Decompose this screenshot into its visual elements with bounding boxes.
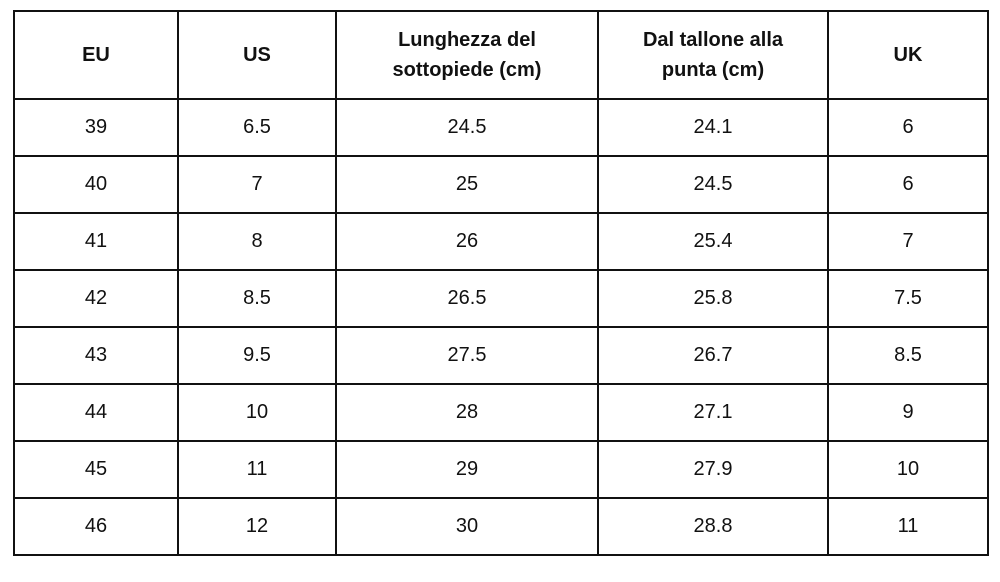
table-row: 42 8.5 26.5 25.8 7.5 <box>13 269 989 328</box>
table-cell: 24.5 <box>335 98 599 157</box>
table-cell: 25 <box>335 155 599 214</box>
table-cell: 42 <box>13 269 179 328</box>
table-cell: 27.5 <box>335 326 599 385</box>
table-row: 45 11 29 27.9 10 <box>13 440 989 499</box>
header-cell: UK <box>827 10 989 100</box>
header-row: EU US Lunghezza del sottopiede (cm) Dal tal… <box>13 10 989 100</box>
table-cell: 28.8 <box>597 497 829 556</box>
table-cell: 39 <box>13 98 179 157</box>
table-cell: 9 <box>827 383 989 442</box>
header-cell: Lunghezza del sottopiede (cm) <box>335 10 599 100</box>
table-cell: 28 <box>335 383 599 442</box>
header-text: Lunghezza del sottopiede (cm) <box>392 29 542 81</box>
header-cell: US <box>177 10 337 100</box>
table-cell: 10 <box>827 440 989 499</box>
table-cell: 11 <box>827 497 989 556</box>
table-cell: 43 <box>13 326 179 385</box>
table-cell: 26.5 <box>335 269 599 328</box>
table-row: 39 6.5 24.5 24.1 6 <box>13 98 989 157</box>
table-cell: 12 <box>177 497 337 556</box>
header-text: US <box>243 44 271 66</box>
table-row: 40 7 25 24.5 6 <box>13 155 989 214</box>
table-cell: 6 <box>827 155 989 214</box>
table-cell: 24.5 <box>597 155 829 214</box>
table-cell: 27.9 <box>597 440 829 499</box>
table-cell: 7.5 <box>827 269 989 328</box>
table-row: 44 10 28 27.1 9 <box>13 383 989 442</box>
table-cell: 8.5 <box>827 326 989 385</box>
table-cell: 9.5 <box>177 326 337 385</box>
table-cell: 7 <box>177 155 337 214</box>
table-cell: 29 <box>335 440 599 499</box>
header-text: UK <box>893 44 923 66</box>
table-cell: 26.7 <box>597 326 829 385</box>
table-header: EU US Lunghezza del sottopiede (cm) Dal tal… <box>13 10 989 100</box>
table-cell: 40 <box>13 155 179 214</box>
table-cell: 6.5 <box>177 98 337 157</box>
table-cell: 11 <box>177 440 337 499</box>
table-cell: 44 <box>13 383 179 442</box>
table-cell: 27.1 <box>597 383 829 442</box>
table-body: 39 6.5 24.5 24.1 6 40 7 25 24.5 6 41 8 26 25.4 7 42 8.5 2… <box>13 98 989 556</box>
size-table: EU US Lunghezza del sottopiede (cm) Dal tal… <box>13 10 989 556</box>
table-row: 41 8 26 25.4 7 <box>13 212 989 271</box>
table-wrapper: EU US Lunghezza del sottopiede (cm) Dal tal… <box>13 10 989 556</box>
table-cell: 6 <box>827 98 989 157</box>
table-cell: 25.4 <box>597 212 829 271</box>
table-cell: 24.1 <box>597 98 829 157</box>
table-cell: 10 <box>177 383 337 442</box>
table-row: 43 9.5 27.5 26.7 8.5 <box>13 326 989 385</box>
header-cell: Dal tallone alla punta (cm) <box>597 10 829 100</box>
table-cell: 26 <box>335 212 599 271</box>
table-cell: 8 <box>177 212 337 271</box>
table-cell: 30 <box>335 497 599 556</box>
header-text: Dal tallone alla punta (cm) <box>642 29 784 81</box>
table-cell: 8.5 <box>177 269 337 328</box>
table-cell: 41 <box>13 212 179 271</box>
header-cell: EU <box>13 10 179 100</box>
table-cell: 46 <box>13 497 179 556</box>
table-row: 46 12 30 28.8 11 <box>13 497 989 556</box>
table-cell: 25.8 <box>597 269 829 328</box>
table-cell: 7 <box>827 212 989 271</box>
table-cell: 45 <box>13 440 179 499</box>
header-text: EU <box>82 44 110 66</box>
